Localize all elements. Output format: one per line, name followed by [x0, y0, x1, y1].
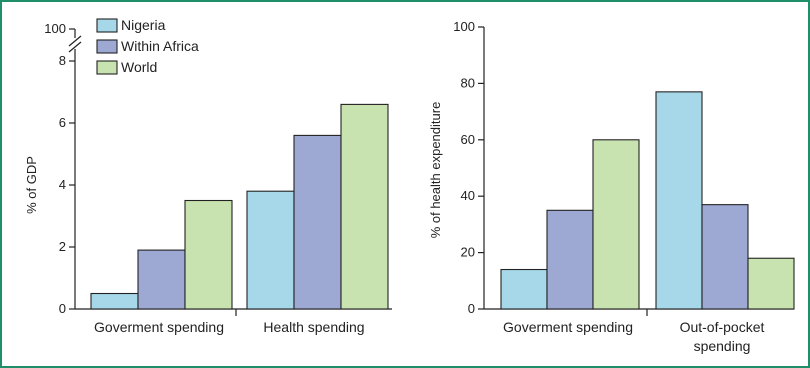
- left-category-label-0: Goverment spending: [94, 319, 224, 335]
- right-bar-within-africa-1: [701, 204, 749, 310]
- left-y-tick-label-1: 2: [59, 239, 66, 254]
- legend-label-nigeria: Nigeria: [121, 17, 166, 33]
- right-y-tick-label-3: 60: [461, 132, 475, 147]
- right-bar-nigeria-1: [655, 91, 703, 310]
- left-y-tick-label-0: 0: [59, 301, 66, 316]
- legend-swatch-nigeria: [96, 18, 118, 33]
- right-category-label-1-line-2: spending: [694, 338, 751, 354]
- left-y-axis-title: % of GDP: [24, 156, 39, 214]
- left-bar-world-0: [184, 199, 233, 310]
- right-y-ticks: 0 20 40 60 80 100: [453, 19, 484, 316]
- left-bar-world-1: [340, 103, 389, 310]
- left-bars: [90, 103, 389, 310]
- right-bar-world-0: [592, 139, 640, 310]
- chart-left: % of GDP 100 0 2 4 6 8 Goverment spending He…: [24, 17, 392, 335]
- left-category-label-1: Health spending: [263, 319, 364, 335]
- right-y-tick-label-4: 80: [461, 75, 475, 90]
- legend-swatch-world: [96, 60, 118, 75]
- right-bar-world-1: [747, 257, 795, 310]
- right-y-tick-label-5: 100: [453, 19, 475, 34]
- right-y-tick-label-0: 0: [468, 301, 475, 316]
- right-category-label-1-line-1: Out-of-pocket: [680, 319, 765, 335]
- right-y-tick-label-2: 40: [461, 188, 475, 203]
- left-bar-within-africa-1: [293, 134, 342, 310]
- left-y-break-label: 100: [44, 21, 66, 36]
- chart-right: % of health expenditure 0 20 40 60 80 100 Gov…: [428, 19, 795, 354]
- left-bar-nigeria-1: [246, 190, 295, 310]
- left-bar-within-africa-0: [137, 249, 186, 310]
- left-y-tick-label-3: 6: [59, 115, 66, 130]
- legend-label-within-africa: Within Africa: [121, 38, 199, 54]
- left-y-tick-label-4: 8: [59, 53, 66, 68]
- right-y-tick-label-1: 20: [461, 245, 475, 260]
- legend: Nigeria Within Africa World: [96, 17, 199, 75]
- left-y-break-mark-2: [68, 41, 82, 53]
- left-y-ticks: 0 2 4 6 8: [59, 53, 75, 316]
- left-y-break-mark-1: [68, 35, 82, 47]
- right-bar-nigeria-0: [500, 268, 548, 310]
- legend-swatch-within-africa: [96, 39, 118, 54]
- left-y-tick-label-2: 4: [59, 177, 66, 192]
- legend-label-world: World: [121, 59, 157, 75]
- right-y-axis-title: % of health expenditure: [428, 102, 443, 239]
- right-bar-within-africa-0: [546, 209, 594, 310]
- right-category-label-0: Goverment spending: [503, 319, 633, 335]
- right-bars: [500, 91, 795, 310]
- left-bar-nigeria-0: [90, 292, 139, 310]
